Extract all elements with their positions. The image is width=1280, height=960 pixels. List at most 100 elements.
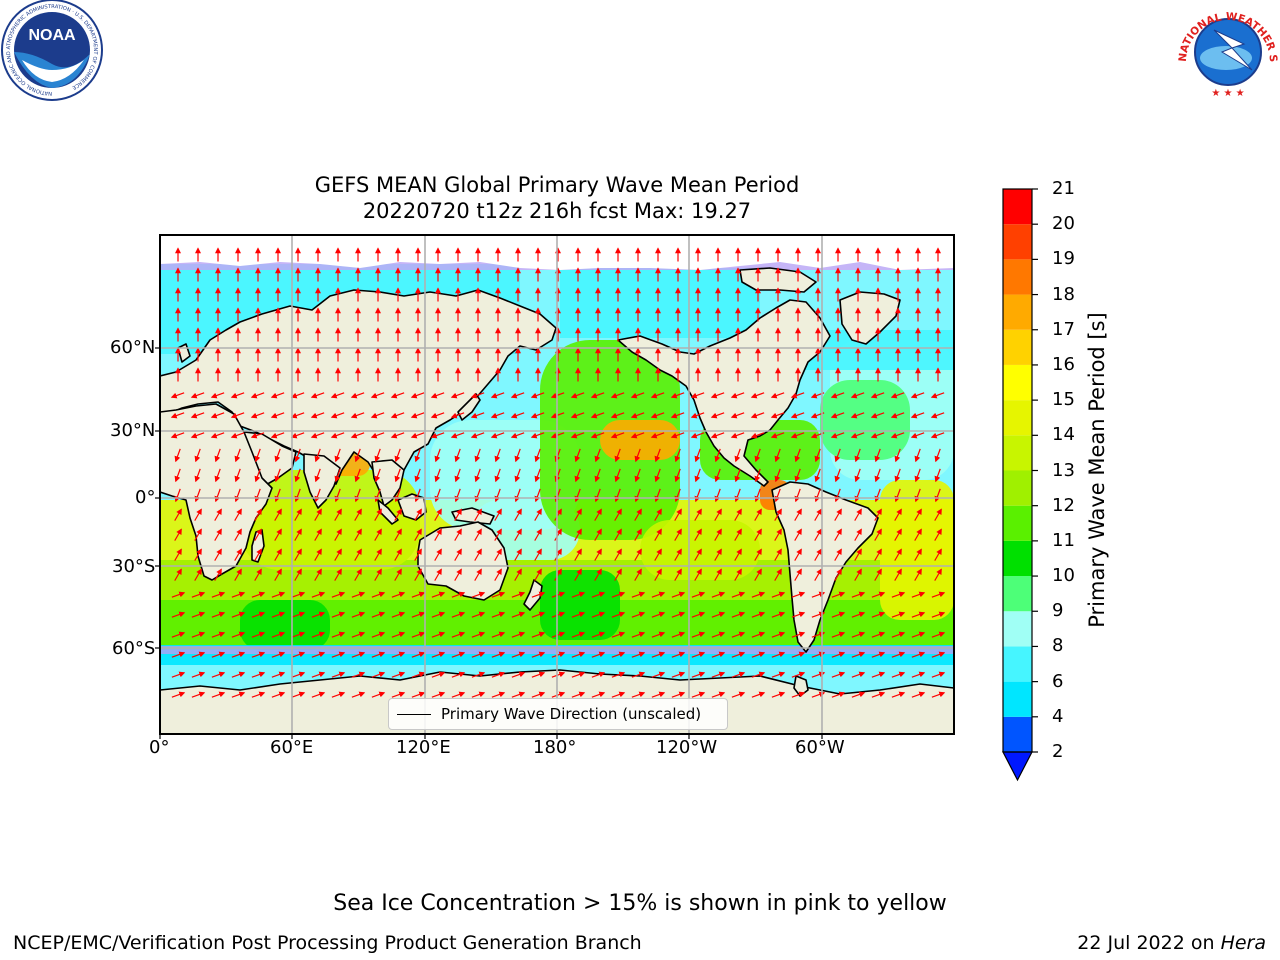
lon-label-0: 0° [149,737,170,758]
wave-direction-arrow [674,508,682,521]
wave-direction-arrow [554,508,562,521]
wave-direction-arrow [651,691,666,698]
wave-direction-arrow [874,488,881,503]
wave-direction-arrow [271,691,286,698]
wave-direction-arrow [354,508,362,521]
wave-direction-arrow [510,392,525,399]
wave-direction-arrow [914,468,921,483]
wave-direction-arrow [654,468,661,483]
wave-direction-arrow [170,432,185,439]
colorbar-tick-label: 21 [1052,178,1075,199]
wave-direction-arrow [314,448,321,463]
wave-direction-arrow [330,432,345,439]
wave-direction-arrow [314,508,322,521]
wave-direction-arrow [834,468,841,483]
wave-direction-arrow [274,568,282,581]
wave-direction-arrow [254,488,261,503]
wave-direction-arrow [514,548,522,561]
wave-direction-arrow [214,548,222,561]
lon-label-180: 180° [533,737,577,758]
wave-direction-arrow [851,631,866,638]
wave-direction-arrow [191,671,206,678]
wave-direction-arrow [250,412,265,419]
wave-direction-arrow [431,671,446,678]
legend-line-swatch [397,713,431,715]
wave-direction-arrow [574,448,581,463]
period-zone [560,268,760,338]
wave-direction-arrow [234,548,242,561]
wave-direction-arrow [410,432,425,439]
wave-direction-arrow [231,631,246,638]
wave-direction-arrow [851,671,866,678]
legend-label: Primary Wave Direction (unscaled) [441,705,702,723]
wave-direction-arrow [454,548,462,561]
wave-direction-arrow [634,548,642,561]
wave-direction-arrow [854,508,862,521]
wave-direction-arrow [574,488,581,503]
wave-direction-arrow [290,412,305,419]
wave-direction-arrow [531,611,546,618]
wave-direction-arrow [170,392,185,399]
wave-direction-arrow [491,691,506,698]
wave-direction-arrow [691,591,706,598]
wave-direction-arrow [594,528,602,541]
wave-direction-arrow [471,691,486,698]
wave-direction-arrow [511,591,526,598]
wave-direction-arrow [370,392,385,399]
wave-direction-arrow [934,508,942,521]
wave-direction-arrow [371,691,386,698]
wave-direction-arrow [451,591,466,598]
wave-direction-arrow [191,611,206,618]
wave-direction-arrow [254,548,262,561]
wave-direction-arrow [234,488,241,503]
wave-direction-arrow [891,591,906,598]
wave-direction-arrow [814,548,822,561]
wave-direction-arrow [471,651,486,658]
wave-direction-arrow [814,508,822,521]
wave-direction-arrow [171,691,186,698]
wave-direction-arrow [271,611,286,618]
colorbar-tick-label: 20 [1052,213,1075,235]
colorbar-label: Primary Wave Mean Period [s] [1085,312,1109,628]
wave-direction-arrow [591,611,606,618]
wave-direction-arrow [614,508,622,521]
wave-direction-arrow [671,671,686,678]
wave-direction-arrow [754,528,762,541]
wave-direction-arrow [510,432,525,439]
wave-direction-arrow [414,568,422,581]
wave-direction-arrow [891,671,906,678]
wave-direction-arrow [494,528,502,541]
colorbar-tick-label: 10 [1052,565,1075,587]
wave-direction-arrow [171,651,186,658]
wave-direction-arrow [190,392,205,399]
wave-direction-arrow [834,568,842,581]
wave-direction-arrow [251,591,266,598]
wave-direction-arrow [410,412,425,419]
wave-direction-arrow [674,488,681,503]
wave-direction-arrow [834,548,842,561]
wave-direction-arrow [514,468,521,483]
wave-direction-arrow [651,651,666,658]
wave-direction-arrow [870,392,885,399]
wave-direction-arrow [734,508,742,521]
wave-direction-arrow [194,528,202,541]
wave-direction-arrow [294,568,302,581]
wave-direction-arrow [491,631,506,638]
wave-direction-arrow [550,392,565,399]
wave-direction-arrow [734,468,741,483]
wave-direction-arrow [674,528,682,541]
wave-direction-arrow [831,671,846,678]
wave-direction-arrow [551,631,566,638]
wave-direction-arrow [370,432,385,439]
wave-direction-arrow [630,392,645,399]
wave-direction-arrow [390,392,405,399]
wave-direction-arrow [674,568,682,581]
wave-direction-arrow [610,412,625,419]
wave-direction-arrow [711,611,726,618]
wave-direction-arrow [851,611,866,618]
colorbar-tick-label: 19 [1052,248,1075,270]
wave-direction-arrow [394,468,401,483]
wave-direction-arrow [274,528,282,541]
wave-direction-arrow [691,651,706,658]
wave-direction-arrow [734,448,741,463]
